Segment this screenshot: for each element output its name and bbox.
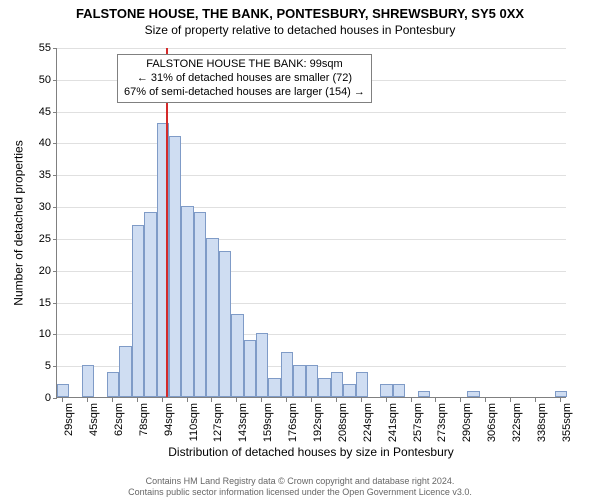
xtick-label: 29sqm <box>63 403 75 436</box>
chart-title: FALSTONE HOUSE, THE BANK, PONTESBURY, SH… <box>0 0 600 21</box>
ytick-label: 50 <box>39 74 57 86</box>
xtick-mark <box>236 398 237 402</box>
bar <box>206 238 218 397</box>
xtick-label: 306sqm <box>486 403 498 442</box>
xtick-mark <box>411 398 412 402</box>
xtick-mark <box>137 398 138 402</box>
bar <box>331 372 343 397</box>
bar <box>380 384 392 397</box>
xtick-label: 62sqm <box>113 403 125 436</box>
bar <box>318 378 330 397</box>
ytick-label: 55 <box>39 42 57 54</box>
bar <box>82 365 94 397</box>
bar <box>281 352 293 397</box>
xtick-mark <box>560 398 561 402</box>
bar <box>144 212 156 397</box>
xtick-mark <box>485 398 486 402</box>
xtick-label: 159sqm <box>262 403 274 442</box>
x-axis-label: Distribution of detached houses by size … <box>56 445 566 459</box>
xtick-label: 192sqm <box>312 403 324 442</box>
xtick-label: 241sqm <box>387 403 399 442</box>
bar <box>268 378 280 397</box>
xtick-mark <box>386 398 387 402</box>
bar <box>219 251 231 397</box>
bar <box>57 384 69 397</box>
y-axis-label: Number of detached properties <box>12 48 26 398</box>
footer: Contains HM Land Registry data © Crown c… <box>0 476 600 498</box>
ytick-label: 25 <box>39 233 57 245</box>
xtick-label: 273sqm <box>436 403 448 442</box>
bar <box>181 206 193 397</box>
xtick-mark <box>336 398 337 402</box>
bar <box>107 372 119 397</box>
annotation-line3: 67% of semi-detached houses are larger (… <box>124 86 365 100</box>
bar <box>132 225 144 397</box>
xtick-label: 78sqm <box>138 403 150 436</box>
bar <box>343 384 355 397</box>
xtick-mark <box>435 398 436 402</box>
ytick-label: 30 <box>39 201 57 213</box>
xtick-label: 355sqm <box>561 403 573 442</box>
annotation-box: FALSTONE HOUSE THE BANK: 99sqm ← 31% of … <box>117 54 372 103</box>
xtick-mark <box>535 398 536 402</box>
xtick-mark <box>286 398 287 402</box>
bar <box>244 340 256 397</box>
bar <box>231 314 243 397</box>
xtick-label: 110sqm <box>188 403 200 441</box>
xtick-mark <box>361 398 362 402</box>
annotation-line2: ← 31% of detached houses are smaller (72… <box>124 72 365 86</box>
xtick-mark <box>187 398 188 402</box>
ytick-label: 0 <box>45 392 57 404</box>
xtick-mark <box>62 398 63 402</box>
bar <box>467 391 479 397</box>
xtick-label: 257sqm <box>412 403 424 442</box>
bar <box>393 384 405 397</box>
xtick-label: 338sqm <box>536 403 548 442</box>
ytick-label: 35 <box>39 169 57 181</box>
chart-subtitle: Size of property relative to detached ho… <box>0 21 600 37</box>
footer-line1: Contains HM Land Registry data © Crown c… <box>0 476 600 487</box>
ytick-label: 5 <box>45 360 57 372</box>
xtick-mark <box>460 398 461 402</box>
xtick-mark <box>112 398 113 402</box>
bar <box>169 136 181 397</box>
annotation-line1: FALSTONE HOUSE THE BANK: 99sqm <box>124 58 365 72</box>
xtick-mark <box>87 398 88 402</box>
xtick-label: 127sqm <box>212 403 224 442</box>
footer-line2: Contains public sector information licen… <box>0 487 600 498</box>
xtick-mark <box>311 398 312 402</box>
bar <box>555 391 567 397</box>
xtick-label: 45sqm <box>88 403 100 436</box>
xtick-label: 290sqm <box>461 403 473 442</box>
xtick-mark <box>211 398 212 402</box>
xtick-mark <box>261 398 262 402</box>
xtick-mark <box>510 398 511 402</box>
xtick-label: 176sqm <box>287 403 299 442</box>
bar <box>119 346 131 397</box>
xtick-label: 94sqm <box>163 403 175 436</box>
xtick-label: 143sqm <box>237 403 249 442</box>
bar <box>356 372 368 397</box>
chart-container: FALSTONE HOUSE, THE BANK, PONTESBURY, SH… <box>0 0 600 500</box>
plot-area: FALSTONE HOUSE THE BANK: 99sqm ← 31% of … <box>56 48 566 398</box>
plot-wrap: FALSTONE HOUSE THE BANK: 99sqm ← 31% of … <box>56 48 566 398</box>
bar <box>418 391 430 397</box>
bar <box>306 365 318 397</box>
ytick-label: 10 <box>39 328 57 340</box>
ytick-label: 45 <box>39 106 57 118</box>
bar <box>256 333 268 397</box>
xtick-label: 224sqm <box>362 403 374 442</box>
xtick-label: 208sqm <box>337 403 349 442</box>
bar <box>194 212 206 397</box>
ytick-label: 20 <box>39 265 57 277</box>
ytick-label: 15 <box>39 297 57 309</box>
ytick-label: 40 <box>39 137 57 149</box>
bar <box>293 365 305 397</box>
xtick-label: 322sqm <box>511 403 523 442</box>
xtick-mark <box>162 398 163 402</box>
